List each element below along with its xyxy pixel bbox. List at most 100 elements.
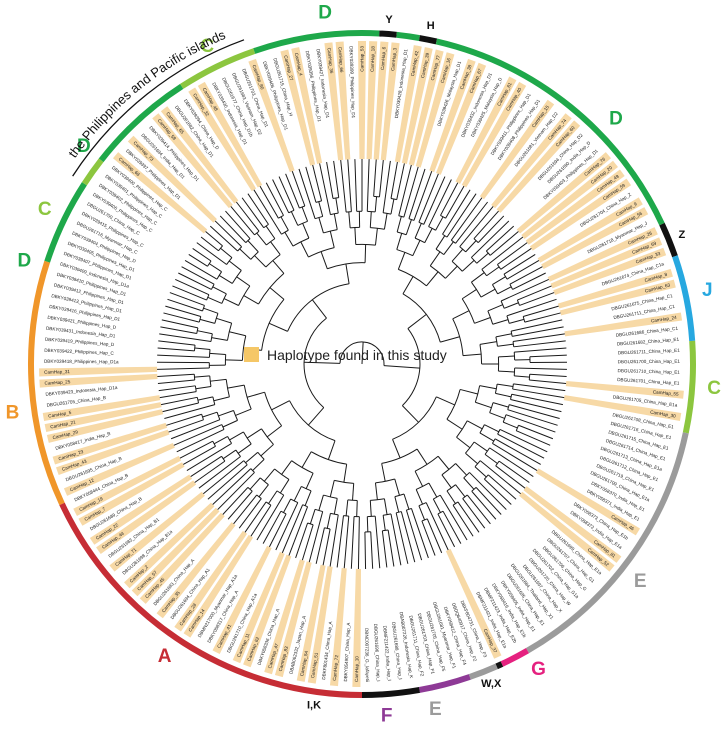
branch-line — [397, 252, 406, 270]
branch-line — [383, 213, 388, 230]
branch-line — [343, 464, 348, 483]
branch-line — [466, 494, 491, 525]
branch-line — [396, 216, 402, 233]
branch-line — [356, 500, 358, 517]
haplotype-highlight — [52, 422, 168, 465]
branch-arc — [492, 438, 496, 444]
branch-line — [476, 252, 489, 264]
branch-line — [158, 385, 196, 392]
branch-line — [381, 530, 388, 568]
branch-line — [435, 235, 446, 250]
branch-arc — [503, 273, 508, 280]
branch-line — [229, 331, 246, 337]
haplotype-highlight — [324, 42, 344, 161]
haplotype-highlight — [479, 99, 555, 200]
branch-arc — [233, 410, 239, 421]
branch-line — [164, 404, 215, 419]
branch-line — [235, 408, 252, 416]
branch-line — [529, 373, 567, 377]
branch-line — [194, 460, 226, 483]
clade-label: D — [18, 250, 32, 271]
haplotype-highlight — [366, 41, 378, 160]
branch-arc — [226, 257, 233, 265]
branch-line — [347, 159, 352, 212]
branch-arc — [456, 420, 468, 438]
branch-line — [418, 173, 439, 223]
branch-line — [157, 379, 195, 385]
branch-line — [223, 298, 239, 306]
branch-line — [333, 213, 338, 230]
leaf-label: CamHap_77 — [430, 54, 441, 81]
branch-line — [173, 424, 223, 446]
branch-line — [479, 385, 497, 390]
branch-line — [262, 510, 282, 544]
region-bracket — [72, 39, 245, 177]
branch-line — [208, 263, 222, 273]
branch-line — [529, 354, 567, 358]
branch-arc — [324, 527, 331, 530]
branch-arc — [487, 310, 494, 325]
haplotype-highlight — [415, 52, 455, 168]
branch-line — [340, 160, 347, 213]
branch-line — [405, 219, 412, 235]
haplotype-highlight — [553, 247, 667, 295]
branch-line — [225, 359, 243, 361]
branch-line — [159, 333, 212, 343]
branch-line — [432, 498, 441, 513]
branch-arc — [406, 507, 412, 511]
branch-line — [383, 365, 420, 369]
branch-line — [426, 271, 439, 287]
branch-line — [506, 298, 557, 317]
branch-line — [319, 163, 331, 215]
clade-label: A — [158, 646, 172, 667]
branch-line — [445, 265, 458, 279]
branch-line — [318, 494, 324, 511]
clade-arc — [435, 38, 665, 226]
branch-arc — [301, 485, 312, 492]
branch-arc — [265, 254, 281, 268]
branch-line — [497, 286, 512, 295]
branch-line — [216, 317, 232, 324]
branch-arc — [339, 341, 385, 366]
branch-line — [233, 494, 258, 525]
branch-line — [212, 468, 252, 505]
branch-line — [157, 373, 195, 377]
branch-line — [254, 255, 267, 268]
branch-line — [428, 179, 452, 227]
branch-arc — [263, 223, 269, 229]
branch-line — [295, 522, 309, 559]
haplotype-highlight — [455, 76, 517, 184]
branch-arc — [484, 474, 489, 480]
branch-line — [500, 248, 532, 270]
leaf-label: CamHap_63 — [644, 282, 671, 293]
leaf-label: DBKY054907_China_Hap_A — [343, 622, 351, 682]
branch-line — [219, 215, 247, 243]
branch-line — [283, 498, 292, 513]
haplotype-highlight — [559, 279, 676, 316]
branch-line — [471, 220, 510, 258]
haplotype-highlight — [329, 567, 347, 687]
branch-line — [514, 347, 567, 353]
branch-line — [288, 506, 309, 556]
branch-arc — [398, 215, 404, 218]
haplotype-highlight — [525, 169, 625, 245]
branch-arc — [196, 397, 200, 404]
haplotype-highlight — [183, 534, 254, 638]
haplotype-highlight — [519, 491, 615, 572]
branch-arc — [397, 231, 407, 236]
leaf-label: CamHap_72 — [332, 654, 339, 681]
branch-line — [246, 428, 262, 439]
haplotype-highlight — [516, 152, 612, 234]
branch-line — [495, 465, 526, 489]
branch-arc — [452, 501, 459, 506]
branch-line — [435, 216, 444, 231]
branch-line — [421, 520, 436, 556]
branch-line — [392, 439, 401, 459]
branch-line — [318, 217, 324, 234]
branch-arc — [259, 477, 269, 486]
branch-arc — [396, 511, 402, 514]
branch-line — [175, 278, 210, 296]
branch-line — [238, 498, 262, 529]
branch-line — [495, 392, 512, 398]
branch-arc — [332, 197, 339, 199]
